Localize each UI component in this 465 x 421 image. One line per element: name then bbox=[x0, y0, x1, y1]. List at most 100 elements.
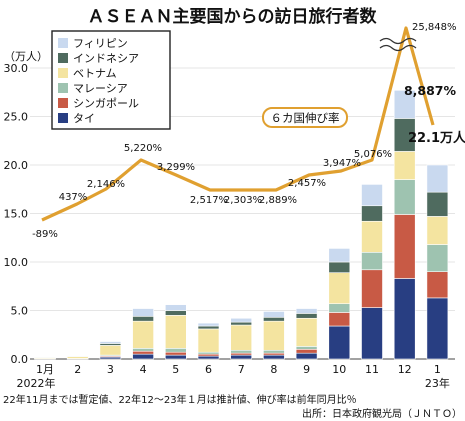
growth-value-label: 8,887% bbox=[404, 83, 457, 98]
y-unit-label: （万人） bbox=[4, 50, 48, 63]
bar-segment bbox=[361, 269, 383, 308]
y-axis: 0.0 5.0 10.0 15.0 20.0 25.0 30.0 bbox=[4, 62, 455, 366]
growth-value-label: 5,220% bbox=[124, 143, 162, 154]
bar-segment bbox=[165, 354, 187, 360]
bar-segment bbox=[361, 184, 383, 207]
bar-segment bbox=[361, 252, 383, 271]
x-tick-label: 3 bbox=[107, 363, 114, 376]
growth-value-label: 2,457% bbox=[288, 178, 326, 189]
x-tick-label: 10 bbox=[332, 363, 346, 376]
x-tick-label: 4 bbox=[140, 363, 147, 376]
growth-value-label: 25,848% bbox=[412, 22, 457, 33]
bar-segment bbox=[263, 349, 285, 354]
legend-swatch bbox=[58, 68, 68, 78]
bar-segment bbox=[165, 348, 187, 353]
bar-segment bbox=[230, 321, 252, 326]
legend-swatch bbox=[58, 53, 68, 63]
bar-segment bbox=[132, 350, 154, 355]
x-tick-label: 12 bbox=[398, 363, 412, 376]
bar-segment bbox=[328, 261, 351, 273]
bar-segment bbox=[230, 324, 252, 351]
bar-segment bbox=[165, 315, 187, 349]
growth-line-path bbox=[41, 26, 435, 222]
bar-segment bbox=[328, 303, 351, 313]
bar-segment bbox=[197, 325, 220, 330]
bar-segment bbox=[393, 278, 416, 360]
bar-segment bbox=[295, 313, 318, 319]
y-tick-label: 15.0 bbox=[4, 208, 29, 221]
y-tick-label: 5.0 bbox=[11, 305, 29, 318]
bar-segment bbox=[426, 271, 449, 299]
stacked-bars bbox=[34, 90, 449, 360]
bar-segment bbox=[393, 90, 416, 119]
growth-value-label: 2,889% bbox=[259, 195, 297, 206]
bar-segment bbox=[165, 351, 187, 356]
legend-label: マレーシア bbox=[73, 82, 128, 95]
x-tick-label: 9 bbox=[303, 363, 310, 376]
source-note: 出所：日本政府観光局（ＪＮＴＯ） bbox=[302, 407, 462, 420]
bar-segment bbox=[328, 272, 351, 305]
year-label: 23年 bbox=[425, 376, 450, 390]
legend-swatch bbox=[58, 38, 68, 48]
growth-value-label: 2,146% bbox=[87, 179, 125, 190]
bar-segment bbox=[393, 214, 416, 279]
bar-segment bbox=[328, 312, 351, 327]
bar-segment bbox=[295, 346, 318, 350]
legend-label: ベトナム bbox=[73, 67, 117, 80]
bar-segment bbox=[99, 345, 122, 356]
legend-label: タイ bbox=[73, 112, 95, 125]
x-tick-label: 1月 bbox=[36, 363, 54, 376]
growth-line-label-box bbox=[262, 107, 348, 128]
bar-segment bbox=[295, 308, 318, 314]
bar-segment bbox=[263, 311, 285, 318]
x-tick-label: 11 bbox=[365, 363, 379, 376]
bar-segment bbox=[295, 317, 318, 347]
bar-segment bbox=[426, 164, 449, 193]
bar-segment bbox=[328, 248, 351, 263]
legend-label: フィリピン bbox=[73, 37, 128, 50]
bar-segment bbox=[132, 308, 154, 317]
growth-value-label: -89% bbox=[32, 229, 58, 240]
bar-segment bbox=[165, 304, 187, 311]
bar-segment bbox=[426, 244, 449, 272]
bar-segment bbox=[165, 310, 187, 316]
bar-segment bbox=[263, 354, 285, 360]
x-axis: 1月 2 3 4 5 6 7 8 9 10 11 12 1 2022年 23年 bbox=[17, 363, 450, 390]
bar-segment bbox=[361, 205, 383, 222]
y-tick-label: 10.0 bbox=[4, 256, 29, 269]
bar-segment bbox=[34, 356, 56, 358]
legend-box bbox=[51, 30, 171, 130]
bar-segment bbox=[197, 328, 220, 353]
y-tick-label: 30.0 bbox=[4, 62, 29, 75]
growth-line: -89%437%2,146%5,220%3,299%2,517%2,303%2,… bbox=[32, 22, 456, 240]
bar-segment bbox=[230, 349, 252, 354]
bar-segment bbox=[66, 355, 89, 357]
x-tick-label: 2 bbox=[74, 363, 81, 376]
legend-swatch bbox=[58, 98, 68, 108]
growth-line-label: ６カ国伸び率 bbox=[271, 111, 340, 125]
growth-value-label: 2,517% bbox=[190, 195, 228, 206]
year-label: 2022年 bbox=[17, 376, 56, 390]
bar-segment bbox=[295, 352, 318, 360]
legend-swatch bbox=[58, 113, 68, 123]
bar-segment bbox=[263, 316, 285, 322]
x-tick-label: 7 bbox=[238, 363, 245, 376]
legend-label: シンガポール bbox=[73, 97, 139, 110]
x-tick-label: 1 bbox=[434, 363, 441, 376]
total-last-label: 22.1万人 bbox=[408, 130, 465, 146]
growth-value-label: 437% bbox=[59, 192, 88, 203]
bar-segment bbox=[230, 354, 252, 360]
bar-segment bbox=[197, 322, 220, 327]
bar-segment bbox=[393, 179, 416, 215]
bar-segment bbox=[295, 348, 318, 354]
bar-segment bbox=[426, 297, 449, 360]
legend-label: インドネシア bbox=[73, 52, 139, 65]
bar-segment bbox=[230, 317, 252, 323]
y-tick-label: 20.0 bbox=[4, 159, 29, 172]
bar-segment bbox=[393, 151, 416, 180]
bar-segment bbox=[426, 191, 449, 217]
bar-segment bbox=[328, 325, 351, 360]
axis-break-mark bbox=[379, 44, 417, 52]
